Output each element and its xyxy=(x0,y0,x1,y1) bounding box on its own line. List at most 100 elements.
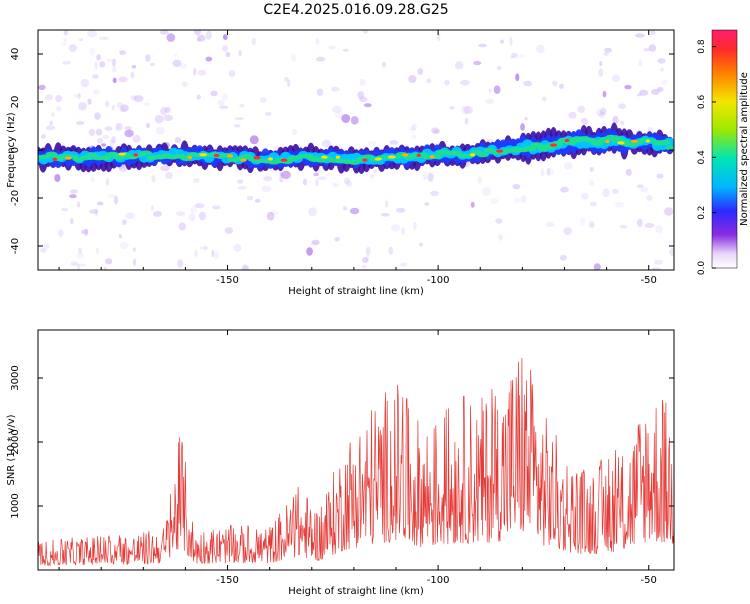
spectrogram-noise-blob xyxy=(218,105,229,109)
spectrogram-noise-blob xyxy=(524,116,528,121)
spectrogram-noise-blob xyxy=(362,30,369,34)
spectrogram-noise-blob xyxy=(96,137,104,144)
snr-panel: -150 -100 -50 1000 2000 3000 Height of straig… xyxy=(6,329,675,597)
spectrogram-noise-blob xyxy=(424,202,430,206)
spectrogram-noise-blob xyxy=(350,115,359,125)
spectrogram-noise-blob xyxy=(239,103,245,108)
spectrogram-noise-blob xyxy=(349,207,360,215)
spectrogram-noise-blob xyxy=(205,30,212,40)
spectrogram-noise-blob xyxy=(251,37,257,46)
colorbar-tick-label: 0.8 xyxy=(697,39,707,54)
spectrogram-noise-blob xyxy=(643,48,651,52)
spectrogram-noise-blob xyxy=(284,76,289,82)
spectrogram-noise-blob xyxy=(279,174,284,183)
spectrogram-noise-blob xyxy=(413,221,417,231)
spectrogram-noise-blob xyxy=(651,267,661,270)
colorbar-tick-label: 0.0 xyxy=(697,261,707,276)
spectrogram-noise-blob xyxy=(132,134,141,143)
spectrogram-band-cell xyxy=(139,150,152,156)
spectrogram-peak xyxy=(118,152,127,156)
spectrogram-noise-blob xyxy=(653,259,664,265)
spectrogram-peak xyxy=(253,156,261,160)
snr-frame xyxy=(37,329,675,571)
spectrogram-noise-blob xyxy=(596,109,604,117)
spectrogram-noise-blob xyxy=(266,211,275,221)
spectrogram-noise-blob xyxy=(132,258,137,267)
spectrogram-peak xyxy=(280,158,288,162)
spectrogram-noise-blob xyxy=(400,262,407,267)
spectrogram-y-tick-label: -40 xyxy=(10,238,21,254)
snr-ticks: -150 -100 -50 1000 2000 3000 xyxy=(10,330,674,586)
spectrogram-noise-blob xyxy=(76,264,81,270)
spectrogram-noise-blob xyxy=(328,45,337,50)
spectrogram-noise-blob xyxy=(485,98,495,104)
figure-title: C2E4.2025.016.09.28.G25 xyxy=(263,2,448,18)
spectrogram-peak xyxy=(469,153,476,157)
spectrogram-noise-blob xyxy=(281,170,291,180)
spectrogram-noise-blob xyxy=(94,112,101,120)
spectrogram-noise-blob xyxy=(500,39,504,44)
spectrogram-y-label: Frequency (Hz) xyxy=(6,112,17,188)
spectrogram-noise-blob xyxy=(330,86,340,92)
spectrogram-noise-blob xyxy=(401,227,405,235)
spectrogram-noise-blob xyxy=(63,30,68,36)
spectrogram-noise-blob xyxy=(316,88,324,97)
spectrogram-noise-blob xyxy=(78,38,84,42)
spectrogram-noise-blob xyxy=(593,263,601,270)
spectrogram-noise-blob xyxy=(589,221,595,228)
spectrogram-noise-blob xyxy=(650,88,660,95)
spectrogram-band-cell xyxy=(362,154,375,159)
spectrogram-noise-blob xyxy=(246,195,254,201)
spectrogram-noise-blob xyxy=(334,110,344,119)
spectrogram-noise-blob xyxy=(107,58,113,62)
spectrogram-noise-blob xyxy=(163,114,174,122)
spectrogram-noise-blob xyxy=(315,38,320,45)
spectrogram-noise-blob xyxy=(55,94,63,103)
spectrogram-peak xyxy=(226,154,234,158)
spectrogram-noise-blob xyxy=(625,168,632,176)
spectrogram-noise-blob xyxy=(657,58,666,64)
spectrogram-peak xyxy=(64,156,72,160)
spectrogram-noise-blob xyxy=(145,54,151,62)
spectrogram-noise-blob xyxy=(419,242,423,247)
spectrogram-band-cell xyxy=(45,151,58,158)
spectrogram-noise-blob xyxy=(611,74,621,82)
spectrogram-noise-blob xyxy=(279,171,283,177)
spectrogram-noise-blob xyxy=(518,54,526,58)
spectrogram-noise-blob xyxy=(263,175,273,182)
spectrogram-noise-blob xyxy=(175,211,186,217)
spectrogram-noise-blob xyxy=(90,176,96,183)
spectrogram-band-cell xyxy=(665,145,674,151)
spectrogram-noise-blob xyxy=(118,76,128,83)
spectrogram-noise-blob xyxy=(342,206,348,211)
spectrogram-band-cell xyxy=(658,139,671,146)
spectrogram-noise-blob xyxy=(76,253,85,259)
spectrogram-noise-blob xyxy=(515,73,520,82)
spectrogram-noise-blob xyxy=(602,188,610,197)
spectrogram-noise-blob xyxy=(536,44,545,54)
spectrogram-noise-blob xyxy=(619,224,628,229)
spectrogram-noise-blob xyxy=(362,264,367,269)
spectrogram-noise-blob xyxy=(87,98,92,105)
spectrogram-noise-blob xyxy=(119,50,127,55)
spectrogram-noise-blob xyxy=(290,53,297,62)
spectrogram-noise-blob xyxy=(111,136,117,144)
spectrogram-noise-blob xyxy=(198,211,206,221)
spectrogram-noise-blob xyxy=(332,182,339,188)
spectrogram-noise-blob xyxy=(130,71,135,79)
spectrogram-noise-blob xyxy=(611,188,619,194)
spectrogram-noise-blob xyxy=(306,247,313,256)
spectrogram-noise-blob xyxy=(650,30,656,35)
spectrogram-noise-blob xyxy=(118,234,123,239)
spectrogram-noise-blob xyxy=(101,143,107,147)
spectrogram-noise-blob xyxy=(308,207,317,217)
spectrogram-noise-blob xyxy=(211,249,215,258)
spectrogram-noise-blob xyxy=(150,62,155,67)
spectrogram-noise-blob xyxy=(657,86,664,92)
spectrogram-noise-blob xyxy=(98,36,109,40)
spectrogram-noise-blob xyxy=(89,209,99,214)
spectrogram-noise-blob xyxy=(315,179,319,187)
spectrogram-noise-blob xyxy=(233,124,241,128)
spectrogram-noise-blob xyxy=(635,33,645,38)
spectrogram-noise-blob xyxy=(563,162,573,170)
